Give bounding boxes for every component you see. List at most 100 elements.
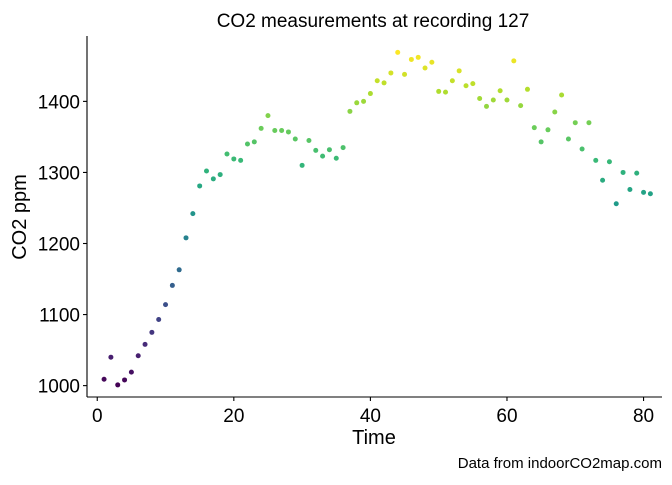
y-tick-label: 1000 [38,377,80,398]
data-point [600,177,606,183]
data-point [627,187,633,192]
data-point [258,125,264,131]
y-axis-title: CO2 ppm [9,174,31,260]
data-point [176,267,182,273]
data-point [443,89,449,95]
data-point [545,127,551,133]
data-point [504,97,510,103]
data-point [415,54,421,60]
data-point [122,377,128,383]
x-axis-title: Time [352,427,396,449]
data-point [224,151,230,157]
data-point [115,382,121,388]
data-point [279,128,285,134]
data-point [361,98,367,104]
data-point [210,176,216,182]
data-point [190,211,196,217]
data-point [484,103,489,109]
y-tick-label: 1100 [39,306,80,327]
data-point [477,96,483,102]
data-point [333,155,339,161]
data-point [565,136,571,142]
x-axis-ticks: 0 20 40 60 80 [92,397,654,427]
x-tick-label: 80 [633,406,654,427]
data-point [183,235,189,241]
data-point [429,59,435,65]
data-point [641,189,647,195]
data-point [470,81,476,87]
data-point [463,83,469,89]
data-point [490,97,496,103]
data-point [381,80,387,86]
data-point [108,354,114,360]
data-point [306,137,312,143]
data-point [518,103,524,109]
x-tick-label: 0 [92,406,103,427]
data-point [326,147,332,153]
data-point [231,156,237,162]
x-tick-label: 20 [223,406,244,427]
data-point [367,91,373,97]
data-point [320,153,326,159]
data-point [586,120,592,126]
y-axis-ticks: 1000 1100 1200 1300 1400 [38,92,87,398]
data-point [374,78,380,84]
data-point [149,329,155,335]
data-point [436,88,442,94]
x-tick-label: 60 [496,406,517,427]
y-tick-label: 1400 [38,92,80,113]
data-point [156,317,162,323]
data-points [101,49,653,388]
data-point [408,56,414,62]
data-point [251,139,257,145]
data-point [422,65,428,71]
chart-title: CO2 measurements at recording 127 [217,11,530,32]
data-point [197,183,203,189]
data-point [449,78,455,84]
data-point [456,68,462,74]
data-point [395,49,401,55]
chart-caption: Data from indoorCO2map.com [458,455,662,472]
data-point [579,146,585,152]
x-tick-label: 40 [360,406,381,427]
data-point [620,169,626,175]
data-point [606,159,612,165]
data-point [299,162,305,168]
data-point [101,376,107,382]
data-point [244,141,250,147]
data-point [204,168,210,174]
data-point [559,92,565,98]
data-point [538,139,544,145]
data-point [634,170,640,176]
data-point [135,353,141,359]
data-point [531,125,537,131]
data-point [265,113,271,119]
data-point [347,108,353,114]
data-point [142,341,148,347]
data-point [292,136,298,142]
data-point [572,120,578,126]
data-point [497,88,503,94]
y-tick-label: 1300 [38,163,80,184]
data-point [511,58,517,64]
data-point [163,302,169,308]
data-point [647,191,653,197]
data-point [272,128,278,134]
data-point [128,369,134,375]
data-point [313,147,319,153]
data-point [402,71,408,77]
y-tick-label: 1200 [38,235,80,256]
data-point [552,109,558,115]
data-point [217,172,223,178]
data-point [593,157,599,163]
data-point [285,129,291,135]
data-point [524,86,530,92]
data-point [340,145,346,151]
data-point [613,201,619,207]
data-point [238,157,244,163]
data-point [354,100,360,106]
data-point [169,282,175,288]
data-point [388,70,394,76]
